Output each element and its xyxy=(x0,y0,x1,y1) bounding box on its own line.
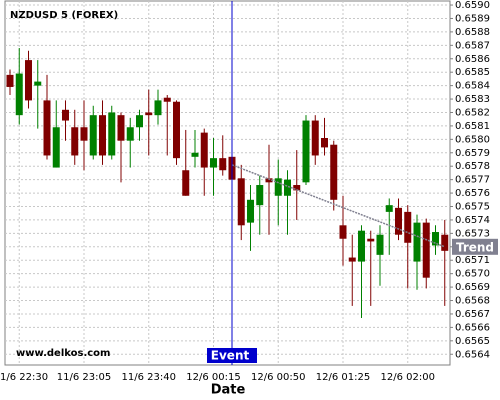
y-tick-label: 0.6569 xyxy=(455,282,490,293)
y-tick-label: 0.6579 xyxy=(455,148,490,159)
event-label-box xyxy=(207,348,257,363)
y-tick-label: 0.6590 xyxy=(455,0,490,11)
candle-body xyxy=(173,101,180,159)
trendline xyxy=(231,164,446,248)
candle-body xyxy=(237,178,245,226)
y-tick-label: 0.6566 xyxy=(455,322,490,333)
candle-body xyxy=(376,234,384,255)
candle-body xyxy=(348,257,356,262)
y-tick-label: 0.6583 xyxy=(455,94,490,105)
candle-body xyxy=(25,60,32,101)
x-tick-label: 12/6 02:00 xyxy=(381,372,435,383)
candle-body xyxy=(330,144,338,200)
x-tick-label: 12/6 01:25 xyxy=(316,372,370,383)
candle-body xyxy=(210,158,217,168)
candle-body xyxy=(145,112,153,116)
candle-body xyxy=(154,100,162,116)
candle-body xyxy=(385,205,393,212)
candle-body xyxy=(62,109,69,121)
y-tick-label: 0.6574 xyxy=(455,215,490,226)
y-tick-label: 0.6582 xyxy=(455,107,490,118)
x-tick-label: 11/6 23:40 xyxy=(122,372,176,383)
plot-frame xyxy=(4,0,451,366)
candle-body xyxy=(136,115,143,128)
candle-body xyxy=(99,115,106,156)
candle-body xyxy=(293,185,301,191)
candle-body xyxy=(52,127,60,168)
y-tick-label: 0.6587 xyxy=(455,40,490,51)
y-tick-label: 0.6570 xyxy=(455,269,490,280)
candle-body xyxy=(395,207,402,235)
candle-body xyxy=(126,127,134,141)
y-tick-label: 0.6584 xyxy=(455,81,490,92)
y-tick-label: 0.6565 xyxy=(455,336,490,347)
y-tick-label: 0.6571 xyxy=(455,255,490,266)
candle-body xyxy=(321,138,328,148)
trend-label-box xyxy=(452,238,498,255)
candle-body xyxy=(432,232,439,246)
candle-body xyxy=(404,211,412,243)
y-tick-label: 0.6581 xyxy=(455,121,490,132)
y-tick-label: 0.6578 xyxy=(455,161,490,172)
candle-body xyxy=(163,97,171,102)
y-tick-label: 0.6573 xyxy=(455,228,490,239)
x-axis-title: Date xyxy=(211,383,246,398)
candle-body xyxy=(247,199,254,223)
candle-body xyxy=(413,222,421,262)
watermark: www.delkos.com xyxy=(16,348,110,359)
candle-body xyxy=(219,158,227,171)
candle-body xyxy=(89,115,97,156)
y-tick-label: 0.6568 xyxy=(455,296,490,307)
candle-body xyxy=(191,152,199,157)
candle-body xyxy=(367,238,375,242)
candle-body xyxy=(339,225,347,239)
y-tick-label: 0.6589 xyxy=(455,13,490,24)
candle-body xyxy=(200,132,208,168)
candle-body xyxy=(43,100,51,156)
candle-body xyxy=(15,73,23,116)
y-tick-label: 0.6588 xyxy=(455,27,490,38)
candle-body xyxy=(34,81,42,86)
trend-label: Trend xyxy=(456,240,494,254)
y-tick-label: 0.6567 xyxy=(455,309,490,320)
candle-body xyxy=(302,120,310,183)
y-tick-label: 0.6564 xyxy=(455,349,490,360)
y-tick-label: 0.6575 xyxy=(455,202,490,213)
y-tick-label: 0.6577 xyxy=(455,175,490,186)
candle-body xyxy=(441,234,449,251)
candle-body xyxy=(284,179,291,196)
y-tick-label: 0.6585 xyxy=(455,67,490,78)
y-tick-label: 0.6580 xyxy=(455,134,490,145)
y-tick-label: 0.6576 xyxy=(455,188,490,199)
chart-title: NZDUSD 5 (FOREX) xyxy=(10,10,118,21)
candle-body xyxy=(274,178,282,196)
candle-body xyxy=(311,120,319,156)
x-tick-label: 12/6 00:50 xyxy=(251,372,305,383)
candle-body xyxy=(358,230,365,262)
x-tick-label: 1/6 22:30 xyxy=(0,372,48,383)
y-tick-label: 0.6586 xyxy=(455,54,490,65)
candle-body xyxy=(265,178,273,183)
candle-body xyxy=(422,222,430,278)
x-tick-label: 11/6 23:05 xyxy=(57,372,111,383)
candle-body xyxy=(182,170,190,196)
candle-body xyxy=(6,74,14,87)
candle-body xyxy=(256,185,264,206)
candle-body xyxy=(71,127,79,156)
candle-body xyxy=(117,115,125,141)
candle-body xyxy=(108,112,116,156)
event-label: Event xyxy=(211,349,250,363)
x-tick-label: 12/6 00:15 xyxy=(186,372,240,383)
candle-body xyxy=(80,127,88,141)
